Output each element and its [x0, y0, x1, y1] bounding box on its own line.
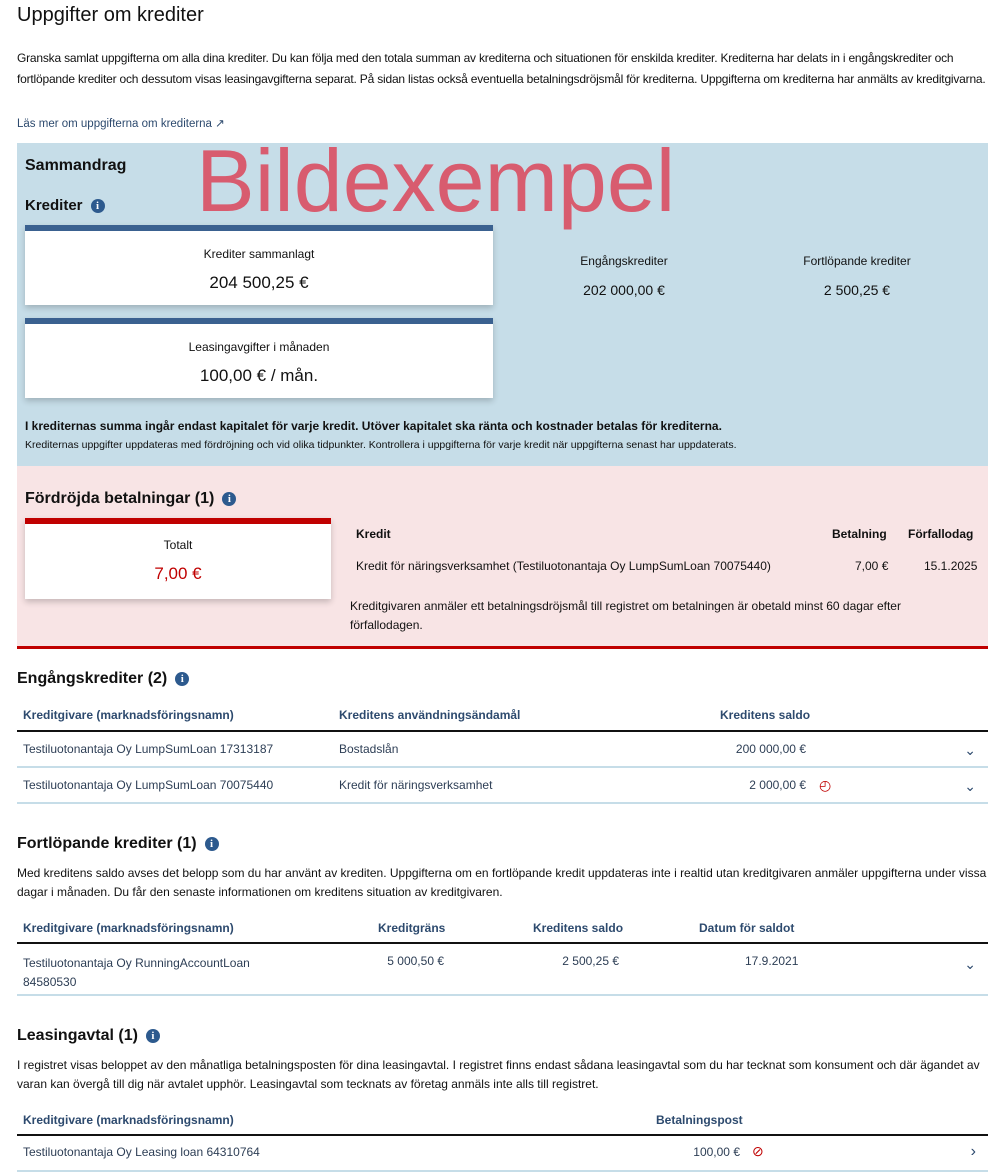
intro-text: Granska samlat uppgifterna om alla dina …	[17, 51, 986, 86]
running-title: Fortlöpande krediter (1)	[17, 835, 197, 852]
creditor: Testiluotonantaja Oy Leasing loan 643107…	[23, 1145, 260, 1159]
delayed-total-value: 7,00 €	[154, 564, 202, 583]
summary-section: Sammandrag Krediter i Krediter sammanlagt…	[17, 143, 988, 466]
table-row[interactable]: Testiluotonantaja Oy RunningAccountLoan …	[17, 944, 988, 996]
col-header: Kredit	[356, 527, 391, 541]
leasing-value: 100,00 € / mån.	[199, 366, 319, 385]
chevron-down-icon[interactable]: ⌄	[964, 956, 976, 972]
credits-title: Krediter	[25, 197, 83, 214]
col-header: Kreditgivare (marknadsföringsnamn)	[23, 921, 234, 935]
col-header: Kreditgräns	[378, 921, 446, 935]
table-row[interactable]: Testiluotonantaja Oy LumpSumLoan 7007544…	[17, 768, 988, 804]
delayed-credit: Kredit för näringsverksamhet (Testiluoto…	[356, 559, 771, 573]
chevron-right-icon[interactable]: ›	[970, 1143, 976, 1160]
one-time-label: Engångskrediter	[580, 254, 668, 268]
col-header: Kreditens saldo	[720, 708, 811, 722]
table-row[interactable]: Testiluotonantaja Oy Leasing loan 643107…	[17, 1136, 988, 1172]
summary-title: Sammandrag	[25, 157, 127, 174]
leasing-table: Kreditgivare (marknadsföringsnamn) Betaln…	[17, 1106, 988, 1172]
leasing-label: Leasingavgifter i månaden	[188, 340, 330, 354]
one-time-value: 202 000,00 €	[583, 282, 665, 298]
col-header: Kreditens användningsändamål	[339, 708, 521, 722]
external-link-icon: ↗	[215, 118, 225, 130]
chevron-down-icon[interactable]: ⌄	[964, 742, 976, 758]
one-time-stat: Engångskrediter 202 000,00 €	[524, 254, 724, 298]
one-time-title: Engångskrediter (2)	[17, 670, 168, 687]
table-row[interactable]: Testiluotonantaja Oy LumpSumLoan 1731318…	[17, 732, 988, 768]
summary-note: Krediternas uppgifter uppdateras med för…	[25, 439, 737, 451]
blocked-icon: ⊘	[752, 1143, 764, 1159]
total-credits-card: Krediter sammanlagt 204 500,25 €	[25, 225, 493, 305]
info-icon[interactable]: i	[145, 1029, 160, 1043]
creditor: Testiluotonantaja Oy RunningAccountLoan …	[23, 956, 250, 989]
credit-limit: 5 000,50 €	[387, 954, 444, 968]
chevron-down-icon[interactable]: ⌄	[964, 778, 976, 794]
summary-note-bold: I krediternas summa ingår endast kapital…	[25, 419, 722, 433]
purpose: Bostadslån	[339, 742, 399, 756]
info-icon[interactable]: i	[222, 492, 237, 506]
purpose: Kredit för näringsverksamhet	[339, 778, 493, 792]
creditor: Testiluotonantaja Oy LumpSumLoan 7007544…	[23, 778, 274, 792]
leasing-card: Leasingavgifter i månaden 100,00 € / mån…	[25, 318, 493, 398]
payment: 100,00 €	[693, 1145, 740, 1159]
balance-date: 17.9.2021	[745, 954, 799, 968]
info-icon[interactable]: i	[90, 198, 105, 213]
delayed-due-date: 15.1.2025	[924, 559, 978, 573]
running-value: 2 500,25 €	[823, 282, 891, 298]
creditor: Testiluotonantaja Oy LumpSumLoan 1731318…	[23, 742, 274, 756]
leasing-title: Leasingavtal (1)	[17, 1027, 138, 1044]
delayed-note: Kreditgivaren anmäler ett betalningsdröj…	[350, 599, 901, 632]
balance: 2 500,25 €	[562, 954, 619, 968]
delayed-total-card: Totalt 7,00 €	[25, 518, 331, 599]
read-more-label: Läs mer om uppgifterna om krediterna	[17, 118, 212, 130]
col-header: Datum för saldot	[699, 921, 795, 935]
total-credits-value: 204 500,25 €	[209, 273, 309, 292]
one-time-table: Kreditgivare (marknadsföringsnamn) Kredit…	[17, 702, 988, 804]
balance: 2 000,00 €	[749, 778, 806, 792]
info-icon[interactable]: i	[204, 837, 219, 851]
delayed-amount: 7,00 €	[855, 559, 889, 573]
delayed-title: Fördröjda betalningar (1)	[25, 490, 215, 507]
running-label: Fortlöpande krediter	[803, 254, 911, 268]
read-more-link[interactable]: Läs mer om uppgifterna om krediterna ↗	[17, 116, 225, 130]
delayed-total-label: Totalt	[163, 538, 193, 552]
col-header: Kreditgivare (marknadsföringsnamn)	[23, 1113, 234, 1127]
col-header: Kreditgivare (marknadsföringsnamn)	[23, 708, 234, 722]
clock-warning-icon: ◴	[819, 777, 832, 793]
col-header: Betalningspost	[656, 1113, 743, 1127]
total-credits-label: Krediter sammanlagt	[203, 247, 315, 261]
page-title: Uppgifter om krediter	[17, 4, 204, 26]
leasing-desc: I registret visas beloppet av den månatl…	[17, 1058, 980, 1091]
col-header: Förfallodag	[908, 527, 974, 541]
running-table: Kreditgivare (marknadsföringsnamn) Kredit…	[17, 914, 988, 996]
running-desc: Med kreditens saldo avses det belopp som…	[17, 866, 987, 899]
col-header: Kreditens saldo	[533, 921, 624, 935]
balance: 200 000,00 €	[735, 742, 806, 756]
running-stat: Fortlöpande krediter 2 500,25 €	[757, 254, 957, 298]
col-header: Betalning	[832, 527, 887, 541]
info-icon[interactable]: i	[175, 672, 190, 686]
delayed-payments-section: Fördröjda betalningar (1) i Totalt 7,00 €…	[17, 466, 988, 649]
